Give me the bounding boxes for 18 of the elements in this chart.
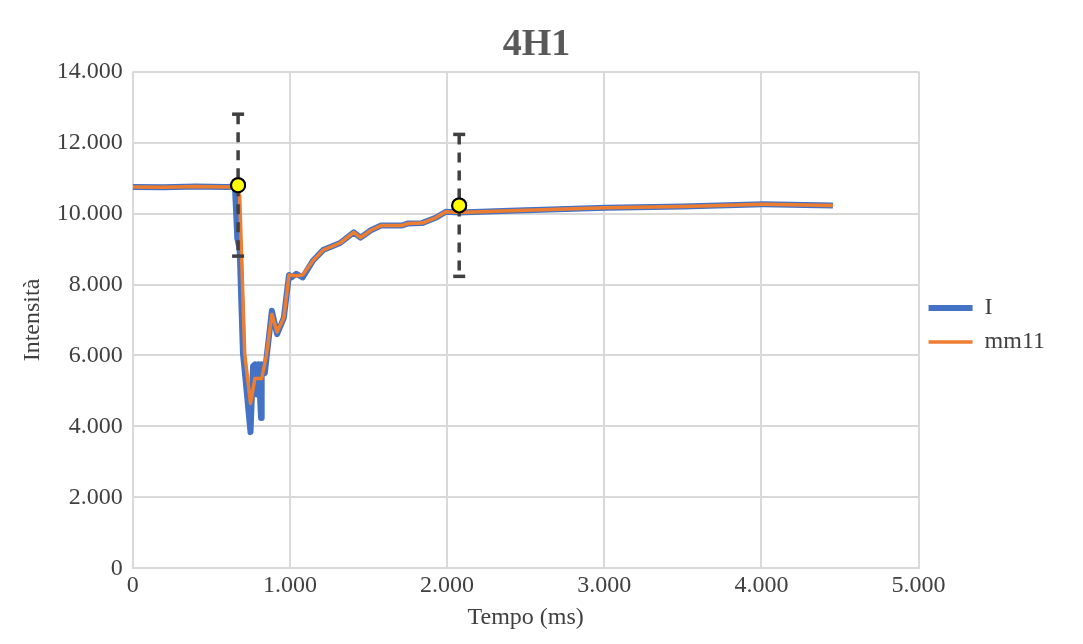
legend-label: I (984, 293, 993, 320)
x-tick-label: 3.000 (577, 571, 632, 598)
y-tick-label: 8.000 (68, 269, 123, 296)
x-axis-title: Tempo (ms) (467, 602, 584, 629)
y-tick-label: 4.000 (68, 411, 123, 438)
x-tick-label: 1.000 (262, 571, 317, 598)
y-tick-label: 14.000 (56, 56, 123, 83)
x-tick-label: 2.000 (420, 571, 475, 598)
y-tick-label: 10.000 (56, 198, 123, 225)
chart-title: 4H1 (502, 20, 571, 63)
y-tick-label: 6.000 (68, 340, 123, 367)
legend-label: mm11 (984, 327, 1046, 354)
y-tick-label: 12.000 (56, 127, 123, 154)
x-tick-label: 4.000 (734, 571, 789, 598)
x-tick-label: 5.000 (891, 571, 946, 598)
y-tick-label: 2.000 (68, 482, 123, 509)
y-axis-title: Intensità (17, 278, 44, 362)
y-tick-label: 0 (110, 553, 123, 580)
